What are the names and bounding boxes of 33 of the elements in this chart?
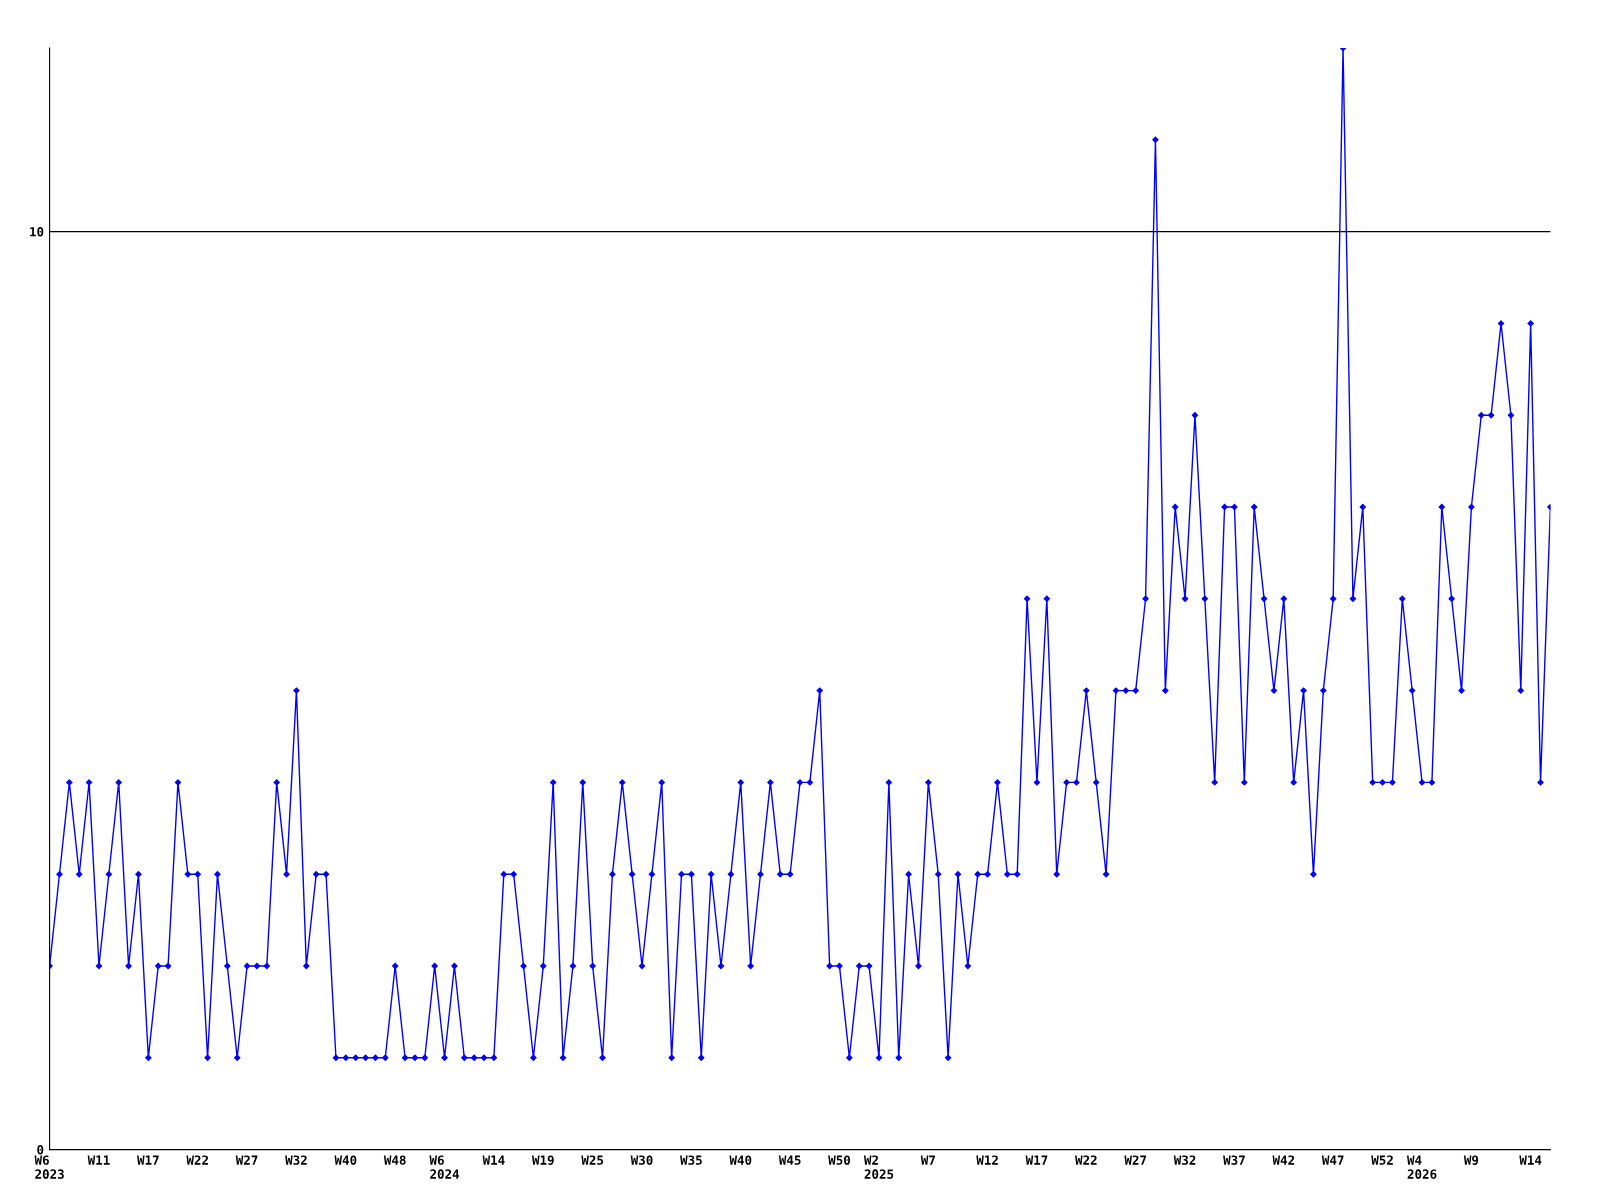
x-tick-label: W50 — [828, 1155, 851, 1165]
x-tick-label: W37 — [1223, 1155, 1245, 1165]
x-tick-label: W40 — [334, 1155, 357, 1165]
x-tick-label: W32 — [285, 1155, 307, 1165]
y-tick-label: 10 — [30, 227, 44, 237]
x-tick-label: W17 — [137, 1155, 159, 1165]
x-tick-label: W40 — [729, 1155, 752, 1165]
x-tick-label: W45 — [778, 1155, 801, 1165]
x-tick-label: W6 2023 — [34, 1155, 64, 1179]
x-tick-label: W9 — [1463, 1155, 1479, 1165]
x-tick-label: W6 2024 — [429, 1155, 460, 1179]
y-tick-label: 0 — [37, 1145, 44, 1155]
x-tick-label: W25 — [581, 1155, 604, 1165]
x-tick-label: W12 — [976, 1155, 998, 1165]
x-tick-label: W7 — [920, 1155, 935, 1165]
x-tick-label: W30 — [630, 1155, 653, 1165]
x-tick-label: W32 — [1173, 1155, 1196, 1165]
x-tick-label: W2 2025 — [863, 1155, 894, 1179]
x-tick-label: W14 — [1519, 1155, 1542, 1165]
x-tick-label: W17 — [1025, 1155, 1048, 1165]
x-tick-label: W47 — [1321, 1155, 1344, 1165]
x-tick-label: W22 — [186, 1155, 208, 1165]
x-tick-label: W35 — [680, 1155, 702, 1165]
x-tick-label: W11 — [87, 1155, 110, 1165]
x-tick-label: W14 — [482, 1155, 505, 1165]
x-tick-label: W19 — [532, 1155, 554, 1165]
x-tick-label: W48 — [383, 1155, 406, 1165]
x-tick-label: W42 — [1272, 1155, 1295, 1165]
x-tick-label: W52 — [1371, 1155, 1393, 1165]
x-tick-label: W27 — [235, 1155, 258, 1165]
x-tick-label: W4 2026 — [1406, 1155, 1437, 1179]
x-tick-label: W22 — [1075, 1155, 1097, 1165]
x-tick-label: W27 — [1124, 1155, 1147, 1165]
